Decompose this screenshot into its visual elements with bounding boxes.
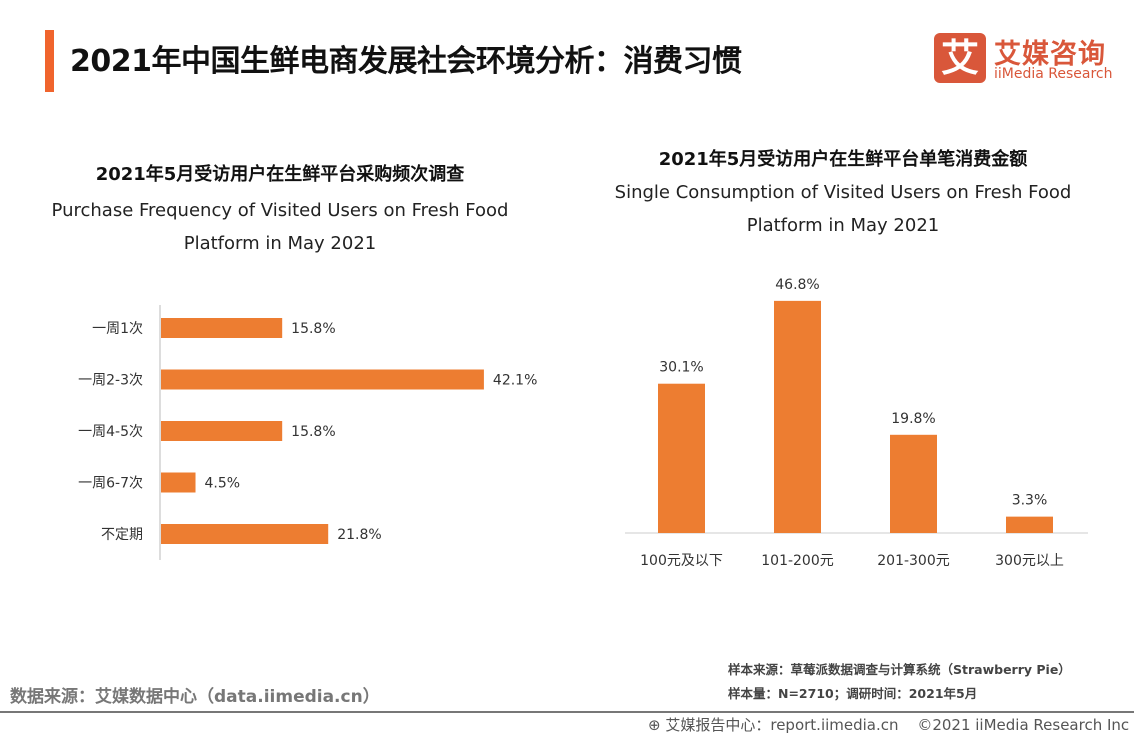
right-category-label: 101-200元 (761, 553, 834, 569)
left-bar (161, 369, 484, 390)
left-bar (161, 472, 196, 493)
copyright: ©2021 iiMedia Research Inc (917, 716, 1130, 734)
left-chart-subtitle: Purchase Frequency of Visited Users on F… (30, 194, 530, 260)
right-category-label: 300元以上 (995, 553, 1064, 569)
left-bar (161, 318, 283, 338)
sample-size: 样本量：N=2710；调研时间：2021年5月 (728, 686, 978, 701)
left-bar (161, 421, 283, 441)
left-bar (161, 524, 329, 544)
right-bar (658, 383, 705, 533)
left-category-label: 一周2-3次 (78, 373, 143, 389)
left-data-label: 4.5% (205, 476, 241, 492)
left-data-label: 21.8% (337, 527, 381, 543)
globe-icon: ⊕ (648, 716, 661, 734)
left-category-label: 一周6-7次 (78, 476, 143, 492)
right-bar (774, 300, 821, 533)
left-category-label: 一周4-5次 (78, 424, 143, 440)
right-data-label: 46.8% (775, 277, 819, 293)
right-data-label: 3.3% (1012, 493, 1048, 509)
page-title: 2021年中国生鲜电商发展社会环境分析：消费习惯 (70, 44, 742, 79)
right-bar (890, 434, 937, 533)
left-data-label: 15.8% (291, 424, 335, 440)
logo-cn: 艾媒咨询 (994, 39, 1106, 70)
left-category-label: 不定期 (101, 527, 143, 543)
right-chart-subtitle-line2: Platform in May 2021 (746, 215, 940, 236)
right-data-label: 30.1% (659, 360, 703, 376)
right-chart-title: 2021年5月受访用户在生鲜平台单笔消费金额 (658, 149, 1028, 170)
sample-source: 样本来源：草莓派数据调查与计算系统（Strawberry Pie） (728, 662, 1071, 677)
left-category-label: 一周1次 (92, 321, 143, 337)
left-chart-subtitle-line1: Purchase Frequency of Visited Users on F… (51, 200, 509, 221)
right-chart-subtitle: Single Consumption of Visited Users on F… (593, 176, 1093, 242)
right-chart-subtitle-line1: Single Consumption of Visited Users on F… (614, 182, 1072, 203)
right-category-label: 100元及以下 (640, 553, 723, 569)
right-data-label: 19.8% (891, 411, 935, 427)
left-data-label: 15.8% (291, 321, 335, 337)
logo-mark: 艾 (940, 36, 979, 80)
logo-icon: 艾 (934, 33, 986, 83)
footer-divider (0, 711, 1134, 713)
left-chart-title: 2021年5月受访用户在生鲜平台采购频次调查 (95, 164, 465, 185)
left-chart-subtitle-line2: Platform in May 2021 (183, 233, 377, 254)
left-data-label: 42.1% (493, 373, 537, 389)
right-category-label: 201-300元 (877, 553, 950, 569)
data-source: 数据来源：艾媒数据中心（data.iimedia.cn） (10, 687, 380, 707)
report-center-link[interactable]: 艾媒报告中心：report.iimedia.cn (665, 716, 899, 734)
logo-en: iiMedia Research (994, 66, 1113, 82)
right-bar (1006, 516, 1053, 533)
title-accent-bar (45, 30, 54, 92)
footer: ⊕ 艾媒报告中心：report.iimedia.cn ©2021 iiMedia… (648, 714, 1129, 735)
